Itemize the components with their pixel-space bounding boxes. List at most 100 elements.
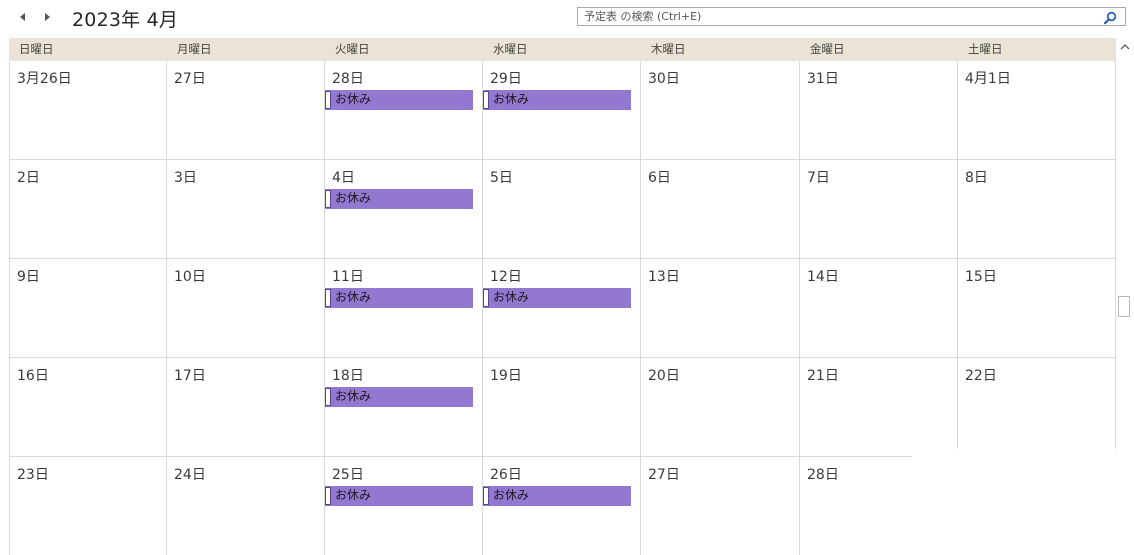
day-number: 30日 (648, 71, 680, 87)
weekday-header: 土曜日 (968, 42, 1003, 56)
day-cell[interactable]: 3月26日 (9, 61, 167, 160)
day-cell[interactable]: 24日 (167, 457, 325, 555)
event-title: お休み (493, 290, 530, 304)
day-number: 31日 (807, 71, 839, 87)
event-title: お休み (335, 92, 372, 106)
day-cell[interactable]: 27日 (641, 457, 800, 555)
weekday-header: 火曜日 (335, 42, 370, 56)
event-bar[interactable]: お休み (483, 288, 631, 308)
calendar-search-box[interactable] (577, 7, 1126, 26)
day-cell[interactable]: 23日 (9, 457, 167, 555)
event-title: お休み (335, 290, 372, 304)
event-title: お休み (493, 488, 530, 502)
search-input[interactable] (578, 8, 1104, 25)
event-bar[interactable]: お休み (325, 90, 473, 110)
day-number: 28日 (332, 71, 364, 87)
weekday-header: 日曜日 (19, 42, 54, 56)
event-bar[interactable]: お休み (483, 90, 631, 110)
triangle-right-icon (45, 13, 50, 21)
day-number: 27日 (648, 467, 680, 483)
day-number: 29日 (490, 71, 522, 87)
day-cell[interactable]: 28日お休み (325, 61, 483, 160)
day-cell[interactable]: 21日 (800, 358, 958, 457)
event-status-marker (325, 487, 331, 505)
day-cell[interactable]: 9日 (9, 259, 167, 358)
event-bar[interactable]: お休み (325, 486, 473, 506)
event-status-marker (483, 487, 489, 505)
day-number: 9日 (17, 269, 40, 285)
day-number: 6日 (648, 170, 671, 186)
weekday-header: 金曜日 (810, 42, 845, 56)
day-number: 11日 (332, 269, 364, 285)
day-cell[interactable]: 7日 (800, 160, 958, 259)
day-cell[interactable]: 15日 (958, 259, 1116, 358)
day-cell[interactable]: 18日お休み (325, 358, 483, 457)
day-number: 20日 (648, 368, 680, 384)
day-number: 7日 (807, 170, 830, 186)
search-icon[interactable] (1103, 10, 1117, 25)
day-cell[interactable]: 19日 (483, 358, 641, 457)
event-title: お休み (335, 389, 372, 403)
day-number: 27日 (174, 71, 206, 87)
event-bar[interactable]: お休み (325, 387, 473, 407)
event-bar[interactable]: お休み (483, 486, 631, 506)
day-cell[interactable]: 17日 (167, 358, 325, 457)
blank-area (912, 449, 1134, 555)
day-number: 17日 (174, 368, 206, 384)
day-cell[interactable]: 4日お休み (325, 160, 483, 259)
day-number: 12日 (490, 269, 522, 285)
day-cell[interactable]: 27日 (167, 61, 325, 160)
day-cell[interactable]: 26日お休み (483, 457, 641, 555)
scroll-thumb[interactable] (1118, 296, 1130, 317)
day-number: 26日 (490, 467, 522, 483)
previous-month-button[interactable] (16, 10, 30, 24)
triangle-left-icon (20, 13, 25, 21)
day-cell[interactable]: 31日 (800, 61, 958, 160)
day-number: 21日 (807, 368, 839, 384)
day-number: 24日 (174, 467, 206, 483)
next-month-button[interactable] (40, 10, 54, 24)
day-number: 10日 (174, 269, 206, 285)
day-number: 28日 (807, 467, 839, 483)
day-cell[interactable]: 14日 (800, 259, 958, 358)
month-title: 2023年 4月 (72, 9, 179, 31)
day-cell[interactable]: 5日 (483, 160, 641, 259)
event-status-marker (325, 289, 331, 307)
day-cell[interactable]: 29日お休み (483, 61, 641, 160)
day-cell[interactable]: 8日 (958, 160, 1116, 259)
day-number: 18日 (332, 368, 364, 384)
vertical-scrollbar[interactable] (1116, 38, 1134, 449)
day-cell[interactable]: 4月1日 (958, 61, 1116, 160)
day-cell[interactable]: 25日お休み (325, 457, 483, 555)
day-cell[interactable]: 2日 (9, 160, 167, 259)
event-title: お休み (335, 191, 372, 205)
day-number: 8日 (965, 170, 988, 186)
day-number: 19日 (490, 368, 522, 384)
day-number: 22日 (965, 368, 997, 384)
day-cell[interactable]: 20日 (641, 358, 800, 457)
event-status-marker (483, 289, 489, 307)
day-cell[interactable]: 10日 (167, 259, 325, 358)
scroll-up-icon[interactable] (1119, 42, 1131, 52)
day-cell[interactable]: 30日 (641, 61, 800, 160)
day-number: 3月26日 (17, 71, 72, 87)
day-number: 4日 (332, 170, 355, 186)
day-number: 13日 (648, 269, 680, 285)
event-status-marker (325, 388, 331, 406)
event-title: お休み (493, 92, 530, 106)
day-cell[interactable]: 13日 (641, 259, 800, 358)
event-status-marker (325, 190, 331, 208)
day-cell[interactable]: 16日 (9, 358, 167, 457)
day-cell[interactable]: 6日 (641, 160, 800, 259)
day-cell[interactable]: 11日お休み (325, 259, 483, 358)
event-bar[interactable]: お休み (325, 288, 473, 308)
day-cell[interactable]: 22日 (958, 358, 1116, 457)
day-cell[interactable]: 12日お休み (483, 259, 641, 358)
day-number: 4月1日 (965, 71, 1011, 87)
weekday-header: 月曜日 (177, 42, 212, 56)
weekday-header: 木曜日 (651, 42, 686, 56)
event-bar[interactable]: お休み (325, 189, 473, 209)
day-number: 25日 (332, 467, 364, 483)
day-cell[interactable]: 3日 (167, 160, 325, 259)
